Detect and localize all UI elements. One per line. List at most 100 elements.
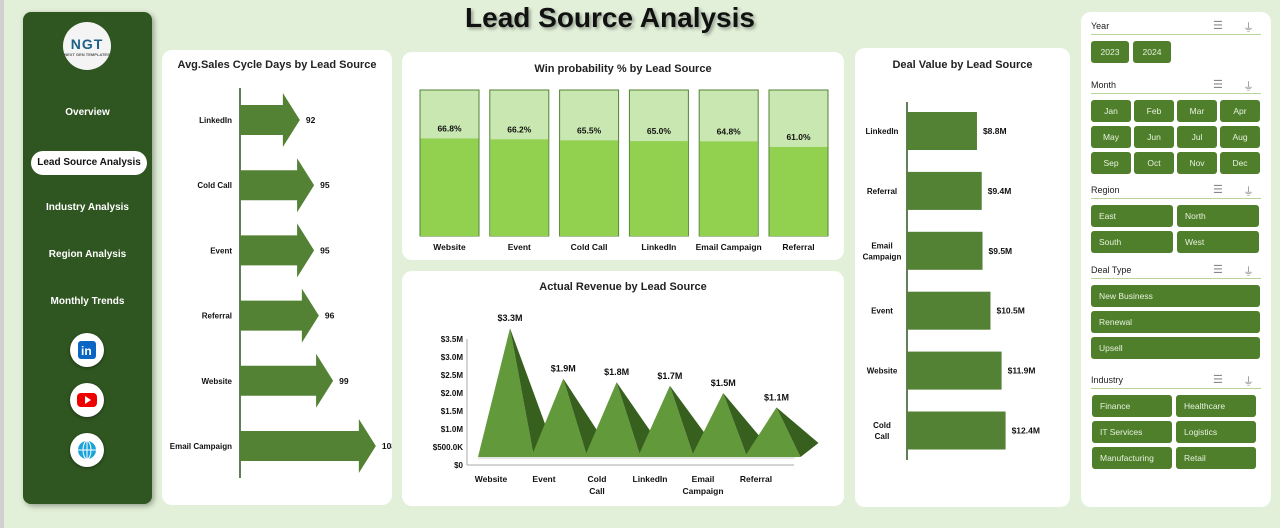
category-label: Event xyxy=(508,242,531,252)
category-label: Website xyxy=(475,474,508,484)
slicer-renewal[interactable]: Renewal xyxy=(1091,311,1260,333)
slicer-upsell[interactable]: Upsell xyxy=(1091,337,1260,359)
pyramid-front xyxy=(744,407,801,457)
multi-select-icon[interactable]: ☰ xyxy=(1213,184,1223,196)
slicer-finance[interactable]: Finance xyxy=(1092,395,1172,417)
category-label: Email xyxy=(871,241,892,250)
multi-select-icon[interactable]: ☰ xyxy=(1213,79,1223,91)
data-label: $9.5M xyxy=(989,246,1013,256)
pyramid-front xyxy=(691,393,748,457)
slicer-2023[interactable]: 2023 xyxy=(1091,41,1129,63)
clear-filter-icon[interactable]: ⏚ xyxy=(1243,376,1254,388)
multi-select-icon[interactable]: ☰ xyxy=(1213,374,1223,386)
bar xyxy=(907,291,991,330)
page-title: Lead Source Analysis xyxy=(465,2,755,33)
sidebar: NGT NEXT GEN TEMPLATES Overview Lead Sourc… xyxy=(23,12,152,504)
slicer-it-services[interactable]: IT Services xyxy=(1092,421,1172,443)
filter-header-region: Region ☰ ⏚ xyxy=(1091,184,1261,199)
slicer-oct[interactable]: Oct xyxy=(1134,152,1174,174)
data-label: $8.8M xyxy=(983,126,1007,136)
y-tick-label: $2.5M xyxy=(441,371,464,380)
data-label: 95 xyxy=(320,180,330,190)
y-tick-label: $3.5M xyxy=(441,335,464,344)
slicer-logistics[interactable]: Logistics xyxy=(1176,421,1256,443)
slicer-jan[interactable]: Jan xyxy=(1091,100,1131,122)
category-label: Cold xyxy=(588,474,607,484)
data-label: $3.3M xyxy=(497,313,522,323)
slicer-new-business[interactable]: New Business xyxy=(1091,285,1260,307)
filter-title: Region xyxy=(1091,185,1120,195)
category-label: Event xyxy=(532,474,555,484)
chart-title: Avg.Sales Cycle Days by Lead Source xyxy=(177,59,377,71)
category-label: Referral xyxy=(740,474,772,484)
bar-fill xyxy=(629,141,688,236)
slicer-west[interactable]: West xyxy=(1177,231,1259,253)
category-label: LinkedIn xyxy=(633,474,668,484)
filter-title: Year xyxy=(1091,21,1110,31)
nav-lead-source-analysis[interactable]: Lead Source Analysis xyxy=(31,151,147,175)
category-label: Call xyxy=(875,432,890,441)
slicer-dec[interactable]: Dec xyxy=(1220,152,1260,174)
nav-monthly-trends[interactable]: Monthly Trends xyxy=(50,296,125,307)
slicer-jun[interactable]: Jun xyxy=(1134,126,1174,148)
clear-filter-icon[interactable]: ⏚ xyxy=(1243,22,1254,34)
nav-industry-analysis[interactable]: Industry Analysis xyxy=(46,202,129,213)
clear-filter-icon[interactable]: ⏚ xyxy=(1243,81,1254,93)
category-label: Cold xyxy=(873,421,891,430)
chart-title: Win probability % by Lead Source xyxy=(534,63,712,75)
slicer-manufacturing[interactable]: Manufacturing xyxy=(1092,447,1172,469)
multi-select-icon[interactable]: ☰ xyxy=(1213,20,1223,32)
logo-text: NGT xyxy=(70,35,104,52)
youtube-icon[interactable] xyxy=(70,383,104,417)
slicer-aug[interactable]: Aug xyxy=(1220,126,1260,148)
data-label: $1.8M xyxy=(604,367,629,377)
slicer-may[interactable]: May xyxy=(1091,126,1131,148)
svg-text:in: in xyxy=(81,344,92,358)
slicer-east[interactable]: East xyxy=(1091,205,1173,227)
globe-icon[interactable] xyxy=(70,433,104,467)
data-label: 61.0% xyxy=(786,132,811,142)
data-label: 108 xyxy=(382,441,392,451)
pyramid-front xyxy=(531,378,588,457)
linkedin-icon[interactable]: in xyxy=(70,333,104,367)
win-probability-chart: 66.8% Website 66.2% Event 65.5% Cold Call 65.0… xyxy=(419,89,829,252)
bar-fill xyxy=(490,139,549,236)
bar xyxy=(907,112,977,150)
category-label: Website xyxy=(433,242,466,252)
pyramid-side xyxy=(723,393,766,457)
bar xyxy=(907,171,982,210)
multi-select-icon[interactable]: ☰ xyxy=(1213,264,1223,276)
clear-filter-icon[interactable]: ⏚ xyxy=(1243,186,1254,198)
data-label: $9.4M xyxy=(988,186,1012,196)
bar xyxy=(907,351,1002,390)
slicer-north[interactable]: North xyxy=(1177,205,1259,227)
chart-title: Deal Value by Lead Source xyxy=(892,59,1033,71)
slicer-south[interactable]: South xyxy=(1091,231,1173,253)
slicer-mar[interactable]: Mar xyxy=(1177,100,1217,122)
category-label: Email xyxy=(692,474,715,484)
chart-title: Actual Revenue by Lead Source xyxy=(539,281,707,293)
slicer-apr[interactable]: Apr xyxy=(1220,100,1260,122)
nav-region-analysis[interactable]: Region Analysis xyxy=(48,249,127,260)
logo-subtext: NEXT GEN TEMPLATES xyxy=(64,51,110,57)
clear-filter-icon[interactable]: ⏚ xyxy=(1243,266,1254,278)
slicer-sep[interactable]: Sep xyxy=(1091,152,1131,174)
category-label: Campaign xyxy=(863,252,902,261)
nav-overview[interactable]: Overview xyxy=(65,107,110,118)
category-label: Call xyxy=(589,486,605,496)
bar xyxy=(907,231,983,270)
filter-title: Month xyxy=(1091,80,1117,90)
filter-title: Industry xyxy=(1091,375,1124,385)
slicer-jul[interactable]: Jul xyxy=(1177,126,1217,148)
y-tick-label: $3.0M xyxy=(441,353,464,362)
slicer-feb[interactable]: Feb xyxy=(1134,100,1174,122)
slicer-2024[interactable]: 2024 xyxy=(1133,41,1171,63)
y-tick-label: $500.0K xyxy=(433,443,463,452)
revenue-chart: $0 $500.0K $1.0M $1.5M $2.0M $2.5M $3.0M $3.5M $… xyxy=(433,313,819,496)
slicer-nov[interactable]: Nov xyxy=(1177,152,1217,174)
category-label: Email Campaign xyxy=(696,242,762,252)
data-label: 92 xyxy=(306,115,316,125)
slicer-retail[interactable]: Retail xyxy=(1176,447,1256,469)
slicer-healthcare[interactable]: Healthcare xyxy=(1176,395,1256,417)
arrow-bar xyxy=(240,288,319,343)
